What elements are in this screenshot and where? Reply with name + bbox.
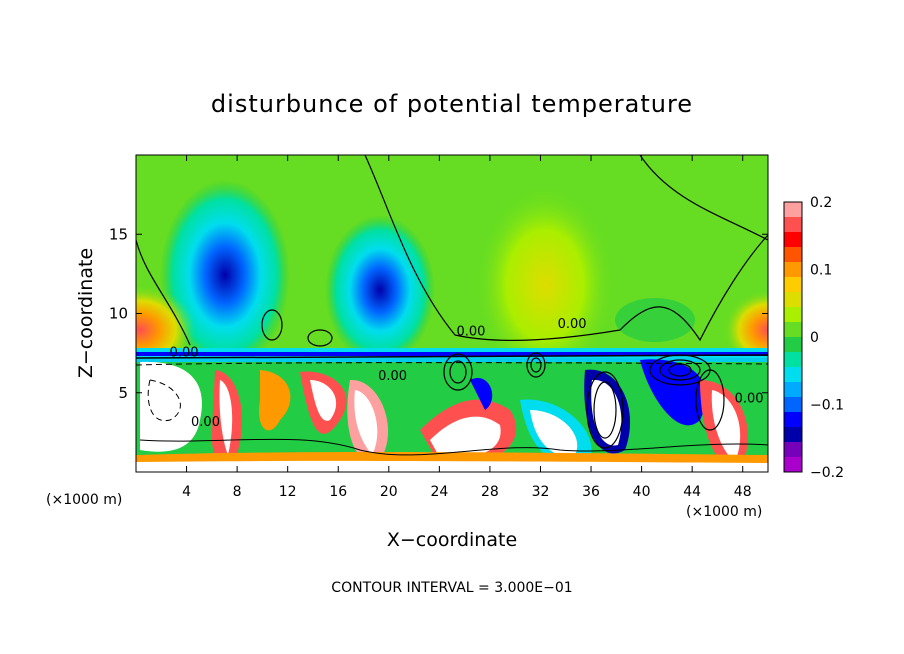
colorbar-swatch [784, 277, 802, 293]
colorbar-swatch [784, 397, 802, 413]
colorbar-swatch [784, 367, 802, 383]
y-tick-label: 15 [109, 225, 128, 243]
colorbar-swatch [784, 322, 802, 338]
colorbar [783, 201, 803, 473]
colorbar-swatch [784, 457, 802, 473]
colorbar-tick-label: 0 [810, 330, 819, 346]
contour-label: 0.00 [456, 325, 485, 340]
contour-label: 0.00 [191, 415, 220, 430]
x-unit-left: (×1000 m) [46, 492, 122, 508]
contour-label: 0.00 [378, 369, 407, 384]
colorbar-frame [783, 201, 803, 473]
y-axis: 5 10 15 [109, 225, 768, 402]
x-tick-label: 4 [182, 484, 191, 500]
colorbar-ticks: 0.2 0.1 0 −0.1 −0.2 [810, 195, 844, 481]
x-axis: 4 8 12 16 20 24 28 32 36 40 44 48 [182, 155, 752, 500]
x-unit-right: (×1000 m) [686, 504, 762, 520]
colorbar-tick-label: −0.2 [810, 465, 844, 481]
contour-labels: 0.00 0.00 0.00 0.00 0.00 0.00 [170, 317, 764, 430]
colorbar-swatch [784, 442, 802, 458]
colorbar-swatch [784, 412, 802, 428]
x-tick-label: 12 [279, 484, 297, 500]
colorbar-swatch [784, 307, 802, 323]
x-tick-label: 48 [734, 484, 752, 500]
y-axis-label: Z−coordinate [75, 248, 97, 378]
contour-label: 0.00 [558, 317, 587, 332]
colorbar-swatch [784, 382, 802, 398]
colorbar-swatch [784, 217, 802, 233]
x-tick-label: 28 [481, 484, 499, 500]
colorbar-tick-label: −0.1 [810, 398, 844, 414]
y-tick-label: 5 [118, 384, 128, 402]
x-tick-label: 24 [430, 484, 448, 500]
x-tick-label: 32 [532, 484, 550, 500]
colorbar-swatch [784, 247, 802, 263]
colorbar-tick-label: 0.2 [810, 195, 832, 211]
colorbar-swatch [784, 352, 802, 368]
x-tick-label: 16 [329, 484, 347, 500]
contour-label: 0.00 [170, 345, 199, 360]
x-tick-label: 20 [380, 484, 398, 500]
colorbar-swatch [784, 232, 802, 248]
x-tick-label: 44 [683, 484, 701, 500]
heatmap-field [136, 155, 768, 472]
chart-title: disturbunce of potential temperature [211, 90, 693, 118]
colorbar-swatch [784, 292, 802, 308]
colorbar-swatch [784, 262, 802, 278]
colorbar-tick-label: 0.1 [810, 263, 832, 279]
y-tick-label: 10 [109, 305, 128, 323]
x-tick-label: 8 [233, 484, 242, 500]
x-tick-label: 36 [582, 484, 600, 500]
x-tick-label: 40 [633, 484, 651, 500]
colorbar-swatch [784, 202, 802, 218]
contour-label: 0.00 [735, 391, 764, 406]
colorbar-swatch [784, 337, 802, 353]
colorbar-swatch [784, 427, 802, 443]
x-axis-label: X−coordinate [387, 529, 517, 551]
contour-interval-note: CONTOUR INTERVAL = 3.000E−01 [331, 580, 572, 596]
